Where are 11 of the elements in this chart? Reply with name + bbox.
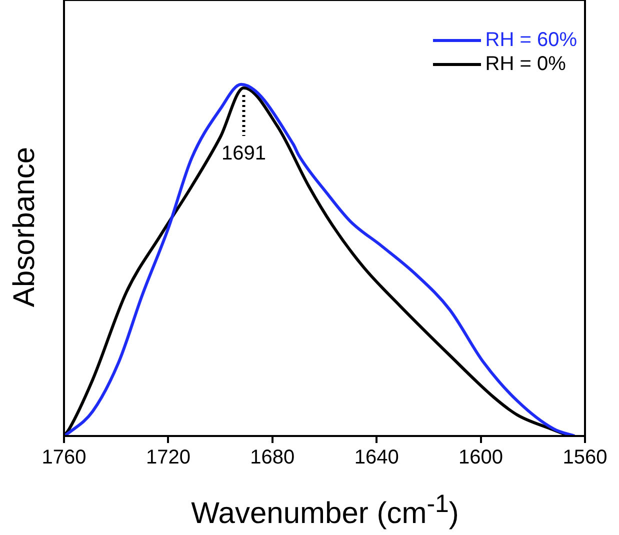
legend-label: RH = 0%: [485, 52, 566, 76]
x-tick-label: 1760: [42, 446, 86, 469]
y-axis-title: Absorbance: [8, 146, 42, 310]
x-tick-label: 1720: [146, 446, 190, 469]
x-axis-title: Wavenumber (cm$^{-1}$): [190, 490, 460, 531]
x-tick-label: 1680: [250, 446, 295, 469]
x-tick-label: 1640: [354, 446, 399, 469]
ref-line-label: 1691: [221, 142, 266, 165]
legend-label: RH = 60%: [485, 28, 577, 52]
x-tick-label: 1600: [458, 446, 504, 469]
x-tick-label: 1560: [562, 446, 608, 469]
